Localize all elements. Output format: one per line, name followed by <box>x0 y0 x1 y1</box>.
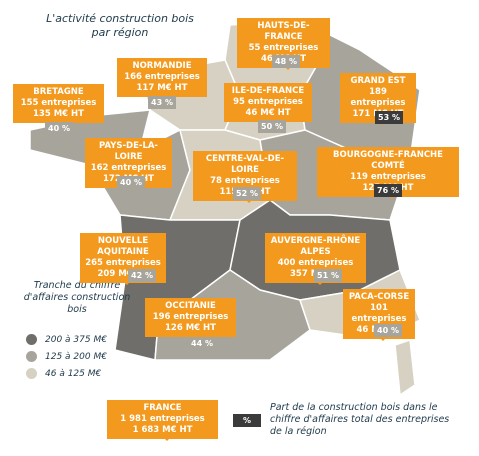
region-share: 40 % <box>374 324 402 337</box>
region-companies: 196 entreprises <box>152 312 229 322</box>
region-name: PACA-CORSE <box>348 292 410 302</box>
region-name: PAYS-DE-LA-LOIRE <box>99 141 158 162</box>
france-companies: 1 981 entreprises <box>120 414 205 424</box>
region-companies: 400 entreprises <box>277 258 354 268</box>
title: L'activité construction bois par région <box>46 12 194 39</box>
region-companies: 78 entreprises <box>210 176 280 186</box>
region-share: 53 % <box>375 111 403 124</box>
legend-item: 46 à 125 M€ <box>26 368 101 379</box>
region-companies: 166 entreprises <box>124 72 200 82</box>
legend-title: Tranche du chiffre d'affaires constructi… <box>23 280 131 315</box>
region-box: ILE-DE-FRANCE 95 entreprises 46 M€ HT <box>224 83 312 124</box>
region-share: 40 % <box>45 122 73 135</box>
region-box: NORMANDIE 166 entreprises 117 M€ HT <box>117 58 207 99</box>
region-name: ILE-DE-FRANCE <box>231 86 305 96</box>
france-box: FRANCE 1 981 entreprises 1 683 M€ HT <box>107 400 218 441</box>
region-share: 44 % <box>188 337 216 350</box>
region-share: 51 % <box>314 269 342 282</box>
region-companies: 162 entreprises <box>90 163 167 173</box>
region-companies: 189 entreprises <box>350 87 406 108</box>
region-share: 42 % <box>128 269 156 282</box>
note-text: Part de la construction bois dans le chi… <box>270 402 450 437</box>
region-name: AUVERGNE-RHÔNE ALPES <box>270 236 361 257</box>
legend-label: 200 à 375 M€ <box>45 335 107 345</box>
region-revenue: 135 M€ HT <box>33 109 84 119</box>
region-box: NOUVELLE AQUITAINE 265 entreprises 209 M€ … <box>80 233 166 285</box>
note-badge: % <box>233 414 261 427</box>
region-name: NORMANDIE <box>132 61 192 71</box>
region-name: HAUTS-DE-FRANCE <box>257 21 310 42</box>
region-box: BOURGOGNE-FRANCHE COMTÉ 119 entreprises 12… <box>317 147 459 199</box>
region-name: CENTRE-VAL-DE-LOIRE <box>205 154 285 175</box>
region-share: 48 % <box>272 55 300 68</box>
region-share: 52 % <box>233 187 261 200</box>
legend-label: 125 à 200 M€ <box>45 352 107 362</box>
france-name: FRANCE <box>143 403 182 413</box>
region-name: BOURGOGNE-FRANCHE COMTÉ <box>333 150 443 171</box>
region-shape <box>394 338 416 397</box>
region-name: NOUVELLE AQUITAINE <box>97 236 149 257</box>
legend-swatch <box>26 351 37 362</box>
region-name: BRETAGNE <box>33 87 84 97</box>
region-share: 43 % <box>148 96 176 109</box>
region-companies: 95 entreprises <box>233 97 303 107</box>
region-revenue: 126 M€ HT <box>165 323 216 333</box>
region-share: 50 % <box>258 120 286 133</box>
region-companies: 101 entreprises <box>351 303 407 324</box>
region-share: 40 % <box>117 176 145 189</box>
france-revenue: 1 683 M€ HT <box>132 425 193 435</box>
legend-item: 125 à 200 M€ <box>26 351 107 362</box>
legend-item: 200 à 375 M€ <box>26 334 107 345</box>
region-name: OCCITANIE <box>165 301 216 311</box>
region-companies: 155 entreprises <box>20 98 97 108</box>
region-companies: 265 entreprises <box>85 258 161 268</box>
legend-label: 46 à 125 M€ <box>45 369 102 379</box>
region-name: GRAND EST <box>350 76 406 86</box>
region-companies: 119 entreprises <box>350 172 426 182</box>
region-revenue: 46 M€ HT <box>245 108 291 118</box>
region-revenue: 209 M€ HT <box>97 269 149 279</box>
legend-swatch <box>26 368 37 379</box>
region-revenue: 117 M€ HT <box>136 83 188 93</box>
region-box: OCCITANIE 196 entreprises 126 M€ HT <box>145 298 236 339</box>
region-box: BRETAGNE 155 entreprises 135 M€ HT <box>13 84 104 125</box>
region-companies: 55 entreprises <box>248 43 319 53</box>
legend-swatch <box>26 334 37 345</box>
region-share: 76 % <box>374 184 402 197</box>
